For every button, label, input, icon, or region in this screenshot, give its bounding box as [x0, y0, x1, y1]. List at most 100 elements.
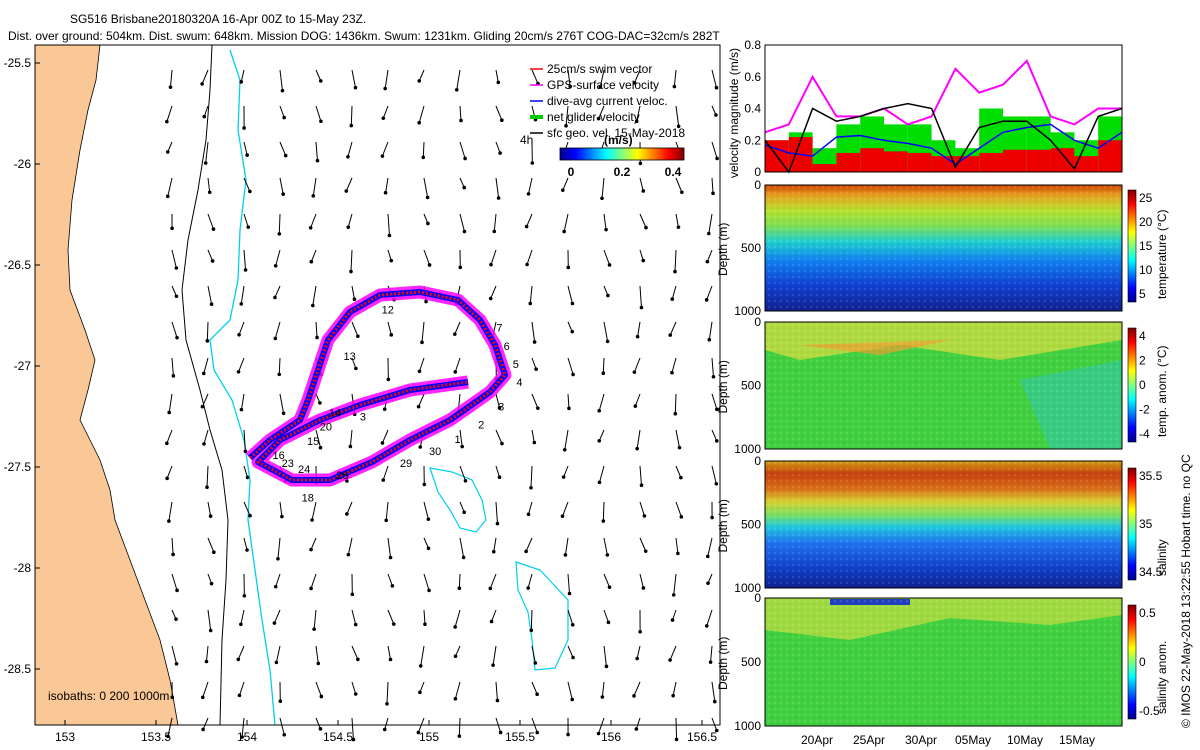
track-day-label: 24 [298, 464, 310, 476]
current-arrowhead [427, 263, 432, 267]
current-arrowhead [346, 155, 350, 159]
current-arrowhead [596, 116, 601, 121]
current-arrow [562, 177, 569, 191]
current-arrowhead [383, 190, 388, 195]
current-arrowhead [240, 735, 244, 739]
current-arrowhead [707, 337, 712, 342]
current-arrow [567, 573, 571, 594]
current-arrowhead [566, 732, 570, 737]
current-arrow [351, 681, 357, 695]
current-arrow [207, 177, 211, 193]
current-arrowhead [281, 411, 286, 416]
current-arrow [636, 429, 641, 449]
salinity-frame [764, 460, 1123, 589]
current-arrow [495, 429, 503, 444]
current-arrowhead [453, 654, 458, 658]
current-arrowhead [500, 441, 504, 446]
current-arrow [279, 141, 287, 156]
track-day-label: 20 [320, 422, 332, 434]
current-arrowhead [705, 259, 710, 264]
current-arrow [171, 321, 178, 338]
current-arrow [531, 393, 539, 409]
current-arrow [349, 429, 353, 447]
velocity-series-line [764, 123, 1123, 166]
current-arrowhead [309, 259, 314, 264]
current-arrow [387, 321, 392, 335]
current-arrow [603, 321, 609, 342]
current-arrowhead [380, 441, 385, 445]
current-arrow [567, 609, 574, 625]
temperature-frame [764, 184, 1123, 312]
map-x-tick-label: 155 [419, 730, 439, 744]
current-arrow [567, 285, 573, 304]
map-y-tick-label: -28 [14, 561, 32, 575]
current-arrow [531, 429, 535, 443]
current-arrowhead [496, 80, 501, 85]
current-arrowhead [417, 79, 422, 83]
current-arrow [495, 141, 501, 154]
current-arrowhead [597, 439, 602, 443]
current-arrowhead [598, 85, 603, 89]
current-arrowhead [424, 299, 428, 304]
track-day-label: 1 [454, 434, 460, 446]
current-arrowhead [571, 655, 575, 660]
current-arrowhead [277, 372, 282, 377]
current-arrow [531, 681, 538, 695]
current-arrowhead [422, 482, 427, 487]
map-x-tick-label: 153 [55, 730, 75, 744]
current-arrowhead [315, 158, 320, 163]
current-arrow [279, 717, 285, 735]
current-arrowhead [643, 549, 648, 553]
current-arrowhead [207, 190, 212, 195]
current-arrow [603, 213, 607, 230]
current-arrowhead [205, 339, 210, 343]
current-arrowhead [348, 444, 353, 449]
current-arrowhead [497, 405, 502, 410]
current-arrowhead [672, 84, 677, 89]
current-arrow [708, 213, 713, 234]
header-title: SG516 Brisbane20180320A 16-Apr 00Z to 15… [70, 12, 367, 26]
current-arrow [490, 249, 497, 265]
track-day-label: 2 [478, 420, 484, 432]
map-y-tick-label: -26 [14, 157, 32, 171]
current-arrowhead [283, 153, 288, 158]
current-arrowhead [453, 625, 457, 629]
colorbar-tick-label: 2 [1139, 354, 1146, 368]
current-arrowhead [209, 581, 214, 586]
legend-item-swim: 25cm/s swim vector [547, 62, 652, 76]
swim-vector-track [248, 290, 507, 482]
current-arrow [386, 681, 389, 704]
current-arrowhead [346, 552, 351, 557]
current-arrowhead [525, 262, 529, 267]
current-arrow [675, 717, 678, 740]
current-arrow [201, 393, 209, 407]
current-arrowhead [529, 628, 534, 633]
current-arrow [278, 213, 281, 234]
current-arrowhead [310, 518, 314, 522]
current-arrowhead [308, 225, 313, 230]
colorbar-label: salinity [1155, 539, 1169, 576]
current-arrowhead [200, 82, 204, 86]
current-arrow [168, 393, 173, 413]
current-arrowhead [462, 229, 467, 234]
current-arrowhead [524, 224, 529, 229]
depth-tick-label: 0 [754, 315, 761, 329]
current-arrow [603, 645, 607, 667]
current-arrowhead [205, 485, 209, 490]
date-tick-label: 10May [1007, 733, 1043, 747]
current-arrow [279, 69, 283, 91]
current-arrowhead [277, 232, 282, 236]
track-day-label: 30 [429, 446, 441, 458]
current-arrowhead [212, 550, 216, 555]
current-arrow [634, 69, 641, 84]
current-arrowhead [534, 367, 538, 371]
colorbar-tick-label: 35.5 [1139, 469, 1163, 483]
current-arrowhead [382, 727, 387, 732]
current-arrowhead [426, 517, 431, 521]
current-arrowhead [390, 584, 395, 588]
current-arrow [387, 213, 390, 236]
current-arrow [346, 501, 353, 515]
velocity-series-line [764, 102, 1123, 174]
current-arrowhead [570, 329, 575, 334]
current-arrowhead [246, 225, 251, 229]
